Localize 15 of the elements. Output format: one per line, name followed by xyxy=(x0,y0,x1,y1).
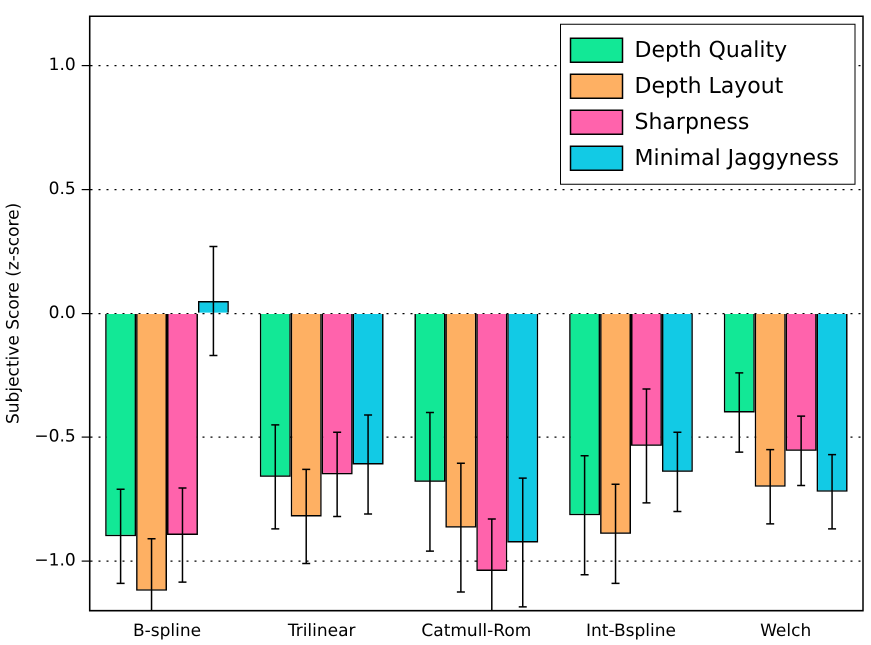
x-tick-label: B-spline xyxy=(132,621,202,642)
legend-label: Depth Quality xyxy=(634,38,788,63)
y-axis-title: Subjective Score (z-score) xyxy=(4,202,24,424)
x-tick-label: Catmull-Rom xyxy=(421,621,532,642)
legend-label: Minimal Jaggyness xyxy=(634,146,840,171)
y-tick-label: −1.0 xyxy=(34,550,76,570)
x-tick-label: Int-Bspline xyxy=(586,621,676,642)
x-tick-label: Welch xyxy=(760,621,812,642)
y-tick-label: −0.5 xyxy=(34,426,76,447)
legend-label: Depth Layout xyxy=(634,74,784,99)
y-tick-label: 1.0 xyxy=(48,55,76,76)
y-tick-label: 0.5 xyxy=(48,178,76,199)
x-tick-label: Trilinear xyxy=(286,621,356,642)
y-tick-label: 0.0 xyxy=(48,302,76,323)
legend-label: Sharpness xyxy=(634,110,750,135)
